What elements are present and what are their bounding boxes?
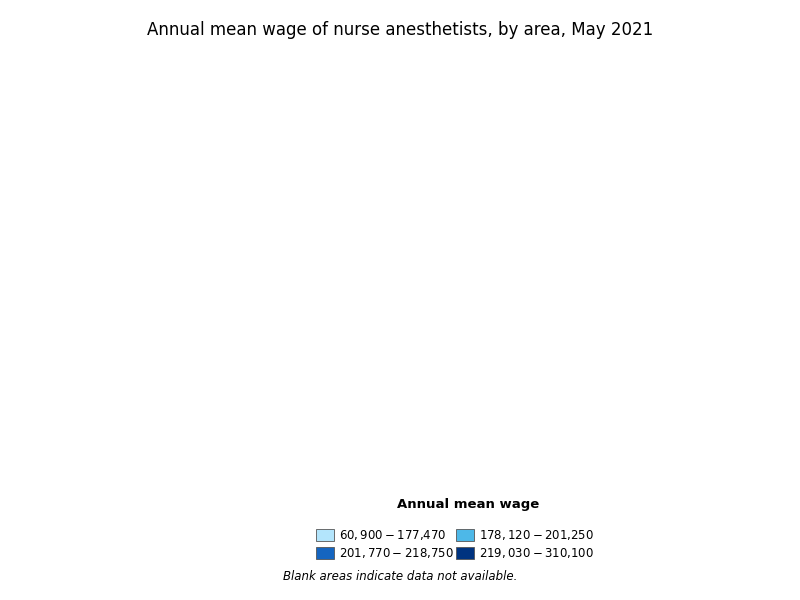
Text: $201,770 - $218,750: $201,770 - $218,750 (339, 546, 454, 560)
Text: $60,900 - $177,470: $60,900 - $177,470 (339, 528, 446, 542)
Text: $178,120 - $201,250: $178,120 - $201,250 (479, 528, 594, 542)
Text: Annual mean wage of nurse anesthetists, by area, May 2021: Annual mean wage of nurse anesthetists, … (147, 21, 653, 39)
Text: $219,030 - $310,100: $219,030 - $310,100 (479, 546, 594, 560)
Text: Annual mean wage: Annual mean wage (397, 498, 539, 511)
Text: Blank areas indicate data not available.: Blank areas indicate data not available. (283, 570, 517, 583)
